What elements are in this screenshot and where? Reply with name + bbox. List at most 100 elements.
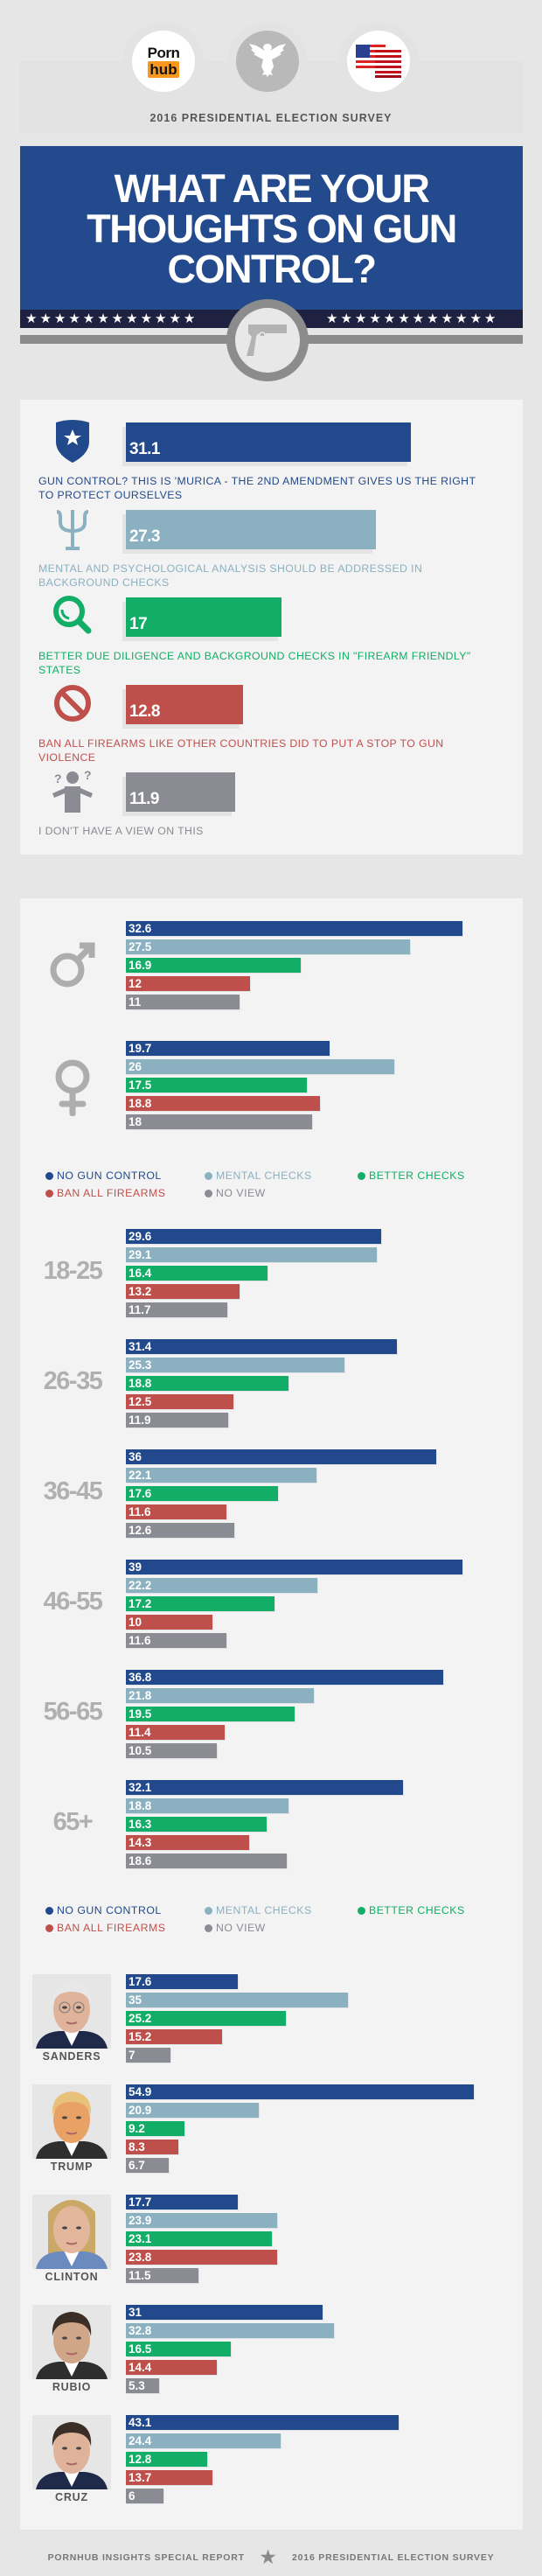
bar: 29.6 (126, 1229, 382, 1244)
handgun-icon (247, 325, 287, 356)
bar: 22.2 (126, 1578, 318, 1593)
age-group-label: 26-35 (43, 1367, 103, 1395)
bar: 19.7 (126, 1041, 330, 1056)
category-label: I DON'T HAVE A VIEW ON THIS (38, 825, 204, 837)
legend-dot-icon (45, 1172, 53, 1180)
candidate-name: CLINTON (45, 2271, 99, 2283)
bar: 17.7 (126, 2195, 239, 2209)
bar: 10.5 (126, 1743, 217, 1758)
svg-text:?: ? (84, 768, 92, 782)
bar: 17.5 (126, 1078, 307, 1093)
legend-dot-icon (205, 1172, 212, 1180)
category-label: BETTER DUE DILIGENCE AND BACKGROUND CHEC… (38, 650, 471, 676)
bar: 10 (126, 1615, 212, 1630)
bar: 32.8 (126, 2323, 334, 2338)
bar: 11.9 (126, 772, 235, 812)
bar: 17 (126, 597, 282, 637)
legend-dot-icon (45, 1907, 53, 1915)
age-group-label: 18-25 (43, 1257, 103, 1285)
bar: 15.2 (126, 2029, 223, 2044)
category-label: GUN CONTROL? THIS IS 'MURICA - THE 2ND A… (38, 475, 476, 501)
us-flag-icon (347, 31, 410, 92)
candidate-name: CRUZ (55, 2491, 88, 2503)
bar: 11 (126, 995, 240, 1009)
bar: 17.6 (126, 1486, 278, 1501)
title-line: CONTROL? (167, 247, 377, 291)
candidate-portrait (32, 2084, 111, 2159)
survey-subtitle: 2016 PRESIDENTIAL ELECTION SURVEY (149, 112, 393, 124)
bar: 39 (126, 1560, 462, 1574)
bar: 7 (126, 2048, 170, 2063)
candidate-portrait (32, 2195, 111, 2269)
pornhub-logo: Porn hub (132, 31, 195, 92)
legend-label: MENTAL CHECKS (216, 1904, 312, 1916)
legend-item: MENTAL CHECKS (205, 1169, 312, 1183)
legend-label: NO GUN CONTROL (57, 1904, 162, 1916)
bar: 16.5 (126, 2342, 231, 2356)
bar: 11.6 (126, 1633, 226, 1648)
bar: 8.3 (126, 2140, 179, 2154)
logo-text-bottom: hub (148, 60, 179, 78)
female-symbol-icon (55, 1059, 90, 1116)
legend-dot-icon (205, 1924, 212, 1932)
prohibited-icon (49, 680, 96, 727)
candidate-portrait (32, 2415, 111, 2489)
bar: 12.6 (126, 1523, 235, 1538)
bar: 19.5 (126, 1707, 295, 1721)
magnifier-icon (49, 592, 96, 639)
legend-label: BAN ALL FIREARMS (57, 1187, 166, 1199)
bar: 16.4 (126, 1266, 268, 1281)
bar: 20.9 (126, 2103, 259, 2118)
title-band (20, 146, 523, 310)
legend-item: MENTAL CHECKS (205, 1903, 312, 1917)
legend-label: MENTAL CHECKS (216, 1169, 312, 1182)
bar: 16.9 (126, 958, 301, 973)
bar: 22.1 (126, 1468, 317, 1483)
candidate-portrait (32, 2305, 111, 2379)
candidate-name: RUBIO (52, 2381, 92, 2393)
eagle-seal-icon (236, 31, 299, 92)
legend-item: BETTER CHECKS (358, 1169, 465, 1183)
title-line: WHAT ARE YOUR (114, 166, 430, 211)
legend-label: NO GUN CONTROL (57, 1169, 162, 1182)
stars-right-icon: ★★★★★★★★★★★★ (326, 311, 499, 326)
bar: 31.1 (126, 422, 411, 462)
legend-dot-icon (205, 1190, 212, 1197)
legend-item: NO GUN CONTROL (45, 1169, 162, 1183)
bar: 11.7 (126, 1302, 227, 1317)
bar: 25.3 (126, 1358, 344, 1372)
bar: 9.2 (126, 2121, 184, 2136)
bar: 23.1 (126, 2231, 273, 2246)
bar: 23.8 (126, 2250, 277, 2265)
shield-star-icon (49, 417, 96, 464)
age-group-label: 36-45 (43, 1477, 103, 1505)
bar: 5.3 (126, 2378, 160, 2393)
bar: 17.2 (126, 1596, 274, 1611)
bar: 17.6 (126, 1974, 238, 1989)
bar: 36 (126, 1449, 437, 1464)
category-label: BAN ALL FIREARMS LIKE OTHER COUNTRIES DI… (38, 737, 444, 764)
bar: 14.4 (126, 2360, 218, 2375)
title-line: THOUGHTS ON GUN (87, 206, 457, 251)
bar: 35 (126, 1993, 348, 2007)
legend-dot-icon (205, 1907, 212, 1915)
footer-right-text: 2016 PRESIDENTIAL ELECTION SURVEY (292, 2552, 495, 2563)
legend-label: NO VIEW (216, 1187, 266, 1199)
legend-item: NO GUN CONTROL (45, 1903, 162, 1917)
legend-item: BETTER CHECKS (358, 1903, 465, 1917)
svg-text:?: ? (54, 771, 62, 785)
gun-badge (226, 299, 309, 381)
legend-dot-icon (358, 1907, 365, 1915)
bar: 31 (126, 2305, 323, 2320)
legend-label: BAN ALL FIREARMS (57, 1922, 166, 1934)
bar: 14.3 (126, 1835, 250, 1850)
legend-item: NO VIEW (205, 1186, 266, 1200)
page-title: WHAT ARE YOUR THOUGHTS ON GUN CONTROL? (20, 169, 523, 290)
footer: PORNHUB INSIGHTS SPECIAL REPORT ★ 2016 P… (0, 2546, 542, 2568)
age-group-label: 65+ (52, 1808, 94, 1836)
bar: 12.8 (126, 2452, 207, 2467)
bar: 13.2 (126, 1284, 240, 1299)
psi-icon (49, 505, 96, 552)
legend-dot-icon (358, 1172, 365, 1180)
bar: 18.8 (126, 1376, 288, 1391)
